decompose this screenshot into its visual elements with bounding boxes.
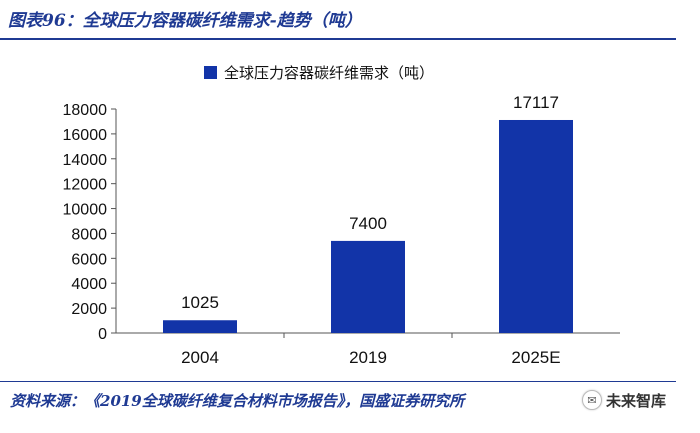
y-tick-label: 14000 <box>63 152 108 169</box>
y-tick-label: 10000 <box>63 202 108 219</box>
data-label: 1025 <box>181 293 219 312</box>
data-label: 17117 <box>513 93 559 112</box>
bar <box>499 119 573 334</box>
watermark: ✉ 未来智库 <box>582 389 694 411</box>
legend: 全球压力容器碳纤维需求（吨） <box>204 64 434 82</box>
x-axis: 2004 2019 2025E <box>116 332 620 367</box>
bar-chart: 全球压力容器碳纤维需求（吨） 0 2000 4000 6000 8000 10000 120… <box>63 64 620 367</box>
x-tick-label: 2004 <box>181 348 219 367</box>
x-tick-label: 2019 <box>349 348 387 367</box>
y-tick-label: 18000 <box>63 102 108 119</box>
watermark-text: 未来智库 <box>606 391 667 410</box>
source-divider <box>0 381 676 382</box>
figure-title: 图表96：全球压力容器碳纤维需求-趋势（吨） <box>8 11 362 31</box>
legend-swatch <box>204 66 217 79</box>
y-tick-label: 12000 <box>63 177 108 194</box>
bar-series: 1025 7400 17117 <box>163 93 573 334</box>
source-note: 资料来源：《2019全球碳纤维复合材料市场报告》，国盛证券研究所 <box>10 392 465 410</box>
y-tick-label: 16000 <box>63 127 108 144</box>
title-divider <box>0 38 676 40</box>
x-tick-label: 2025E <box>511 348 560 367</box>
wechat-icon: ✉ <box>582 390 602 410</box>
y-tick-label: 0 <box>98 326 107 343</box>
legend-label: 全球压力容器碳纤维需求（吨） <box>224 64 434 82</box>
y-axis: 0 2000 4000 6000 8000 10000 12000 14000 16000 180… <box>63 102 117 343</box>
data-label: 7400 <box>349 214 387 233</box>
y-tick-label: 8000 <box>71 226 107 243</box>
y-tick-label: 6000 <box>71 251 107 268</box>
y-tick-label: 4000 <box>71 276 107 293</box>
bar <box>163 320 237 333</box>
y-tick-label: 2000 <box>71 301 107 318</box>
bar <box>331 240 405 333</box>
